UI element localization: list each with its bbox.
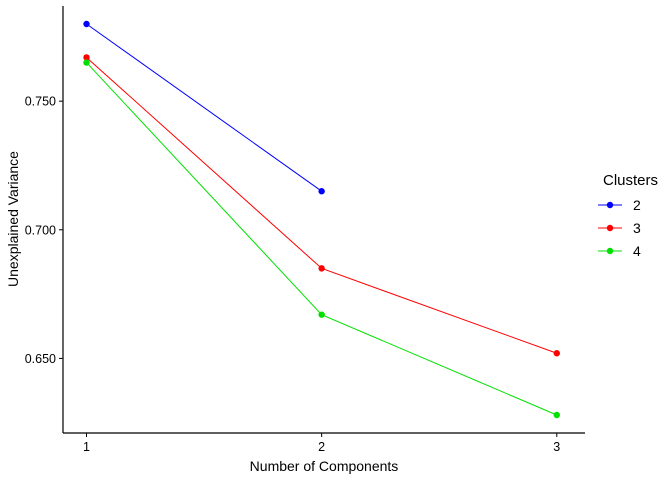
x-tick-label: 2 xyxy=(318,440,325,454)
data-point xyxy=(318,311,325,318)
data-point xyxy=(318,265,325,272)
data-point xyxy=(83,20,90,28)
x-tick-label: 1 xyxy=(83,440,90,454)
y-tick-label: 0.750 xyxy=(25,95,56,109)
data-point xyxy=(553,411,560,419)
legend-title: Clusters xyxy=(603,172,659,189)
legend: Clusters 2 3 4 xyxy=(597,172,658,267)
data-point xyxy=(83,59,90,66)
y-tick-label: 0.700 xyxy=(25,223,56,237)
legend-key-icon xyxy=(598,247,622,255)
data-point xyxy=(318,188,325,195)
legend-entry-label: 3 xyxy=(633,220,641,236)
series-line-clusters-4 xyxy=(86,62,557,416)
legend-entry: 2 xyxy=(597,197,658,213)
legend-key-icon xyxy=(598,201,622,209)
series-line-clusters-3 xyxy=(86,57,557,354)
data-point xyxy=(553,350,560,357)
legend-entry: 3 xyxy=(597,220,658,236)
legend-entries: 2 3 4 xyxy=(597,197,658,259)
x-axis-title: Number of Components xyxy=(249,458,399,474)
series-line-clusters-2 xyxy=(86,23,322,192)
y-tick-label: 0.650 xyxy=(25,352,56,366)
y-axis-title: Unexplained Variance xyxy=(5,151,21,287)
legend-entry-label: 2 xyxy=(633,197,641,213)
legend-entry: 4 xyxy=(597,243,658,259)
x-tick-label: 3 xyxy=(553,440,560,454)
data-point xyxy=(83,54,90,61)
legend-entry-label: 4 xyxy=(633,243,641,259)
legend-key-icon xyxy=(598,224,622,232)
